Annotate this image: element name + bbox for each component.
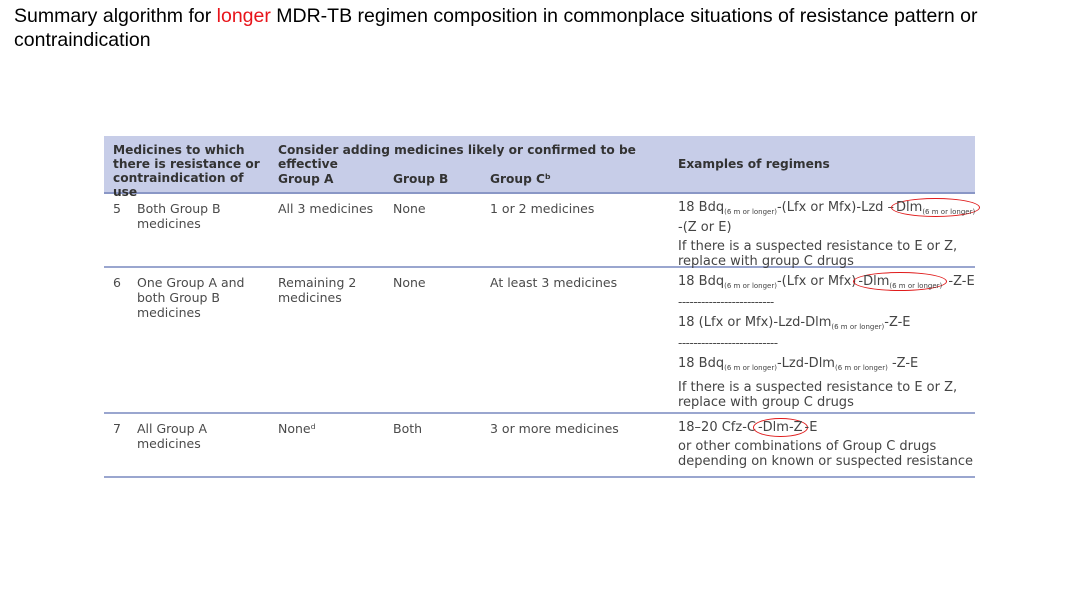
header-group-c: Group Cᵇ <box>490 172 551 186</box>
header-resistance: Medicines to which there is resistance o… <box>113 143 260 199</box>
drug-text: -Z-E <box>944 274 975 289</box>
cell-resistance: All Group A medicines <box>137 421 208 451</box>
regimen-line: 18–20 Cfz-C -Dlm-Z -E <box>678 418 978 437</box>
drug-text: 18 (Lfx or Mfx)-Lzd-Dlm <box>678 315 832 330</box>
regimen-part: -(Z or E) <box>678 220 732 235</box>
cell-num: 6 <box>113 275 121 290</box>
regimen-part: (6 m or longer) <box>834 356 888 372</box>
cell-resistance: Both Group B medicines <box>137 201 221 231</box>
regimen-part: -(Lfx or Mfx)-Lzd – <box>777 200 894 215</box>
drug-text: -Dlm-Z <box>757 420 803 435</box>
table-row: 7 All Group A medicines Noneᵈ Both 3 or more… <box>104 414 975 478</box>
regimen-note: or other combinations of Group C drugs d… <box>678 439 974 469</box>
drug-text: 18 Bdq <box>678 200 725 215</box>
regimen-part: 18 Bdq <box>678 200 724 215</box>
duration-subscript: (6 m or longer) <box>834 364 888 372</box>
regimen-part: (6 m or longer) <box>724 274 777 290</box>
cell-groupB: None <box>393 275 426 290</box>
regimen-part: -Lzd-Dlm <box>777 356 835 371</box>
regimen-part: 18–20 Cfz-C <box>678 420 756 435</box>
drug-text: -(Z or E) <box>678 220 732 235</box>
header-examples: Examples of regimens <box>678 157 830 171</box>
regimen-part: (6 m or longer) <box>831 315 885 331</box>
duration-subscript: (6 m or longer) <box>889 282 943 290</box>
cell-groupC: 3 or more medicines <box>490 421 619 436</box>
separator-line: ------------------------- <box>678 295 774 309</box>
regimen-part: 18 Bdq <box>678 356 724 371</box>
highlighted-drug: -Dlm-Z <box>752 418 808 437</box>
table-header: Medicines to which there is resistance o… <box>104 136 975 199</box>
regimen-table: Medicines to which there is resistance o… <box>104 136 981 478</box>
table-row: 6 One Group A and both Group B medicines R… <box>104 268 975 414</box>
cell-groupB: Both <box>393 421 423 436</box>
regimen-part: 18 (Lfx or Mfx)-Lzd-Dlm <box>678 315 831 330</box>
header-group-a: Group A <box>278 172 334 186</box>
cell-groupB: None <box>393 201 426 216</box>
cell-examples: 18–20 Cfz-C -Dlm-Z -E or other combinations… <box>678 418 978 469</box>
regimen-part: -Z-E <box>944 274 974 289</box>
drug-text: -Dlm <box>858 274 890 289</box>
separator-line: -------------------------- <box>678 336 778 350</box>
cell-resistance: One Group A and both Group B medicines <box>137 275 245 320</box>
slide-title: Summary algorithm for longer MDR-TB regi… <box>14 4 1054 52</box>
regimen-part: -Z-E <box>884 315 910 330</box>
highlighted-drug: Dlm(6 m or longer) <box>891 198 981 217</box>
drug-text: -Z-E <box>884 315 911 330</box>
cell-num: 5 <box>113 201 121 216</box>
header-consider: Consider adding medicines likely or conf… <box>278 143 636 171</box>
title-text: Summary algorithm for <box>14 5 217 27</box>
regimen-note: If there is a suspected resistance to E … <box>678 239 958 269</box>
drug-text: -E <box>804 420 818 435</box>
regimen-part: (6 m or longer) <box>724 200 777 216</box>
duration-subscript: (6 m or longer) <box>724 282 777 290</box>
highlighted-drug: -Dlm(6 m or longer) <box>853 272 948 291</box>
cell-groupC: 1 or 2 medicines <box>490 201 595 216</box>
regimen-part: -(Lfx or Mfx) <box>777 274 856 289</box>
regimen-part: (6 m or longer) <box>724 356 777 372</box>
cell-groupC: At least 3 medicines <box>490 275 618 290</box>
table-row: 5 Both Group B medicines All 3 medicines No… <box>104 194 981 269</box>
cell-num: 7 <box>113 421 121 436</box>
header-group-b: Group B <box>393 172 449 186</box>
drug-text: 18 Bdq <box>678 356 725 371</box>
title-highlight: longer <box>216 5 271 27</box>
drug-text: -Z-E <box>887 356 919 371</box>
cell-groupA: Noneᵈ <box>278 421 316 436</box>
cell-groupA: All 3 medicines <box>278 201 374 216</box>
cell-examples: 18 Bdq(6 m or longer)-(Lfx or Mfx) -Dlm(6… <box>678 272 978 410</box>
regimen-line: 18 Bdq(6 m or longer)-Lzd-Dlm(6 m or lon… <box>678 356 978 376</box>
drug-text: -(Lfx or Mfx)-Lzd – <box>776 200 895 215</box>
drug-text: -(Lfx or Mfx) <box>776 274 857 289</box>
regimen-part: 18 Bdq <box>678 274 724 289</box>
regimen-part: -Z-E <box>888 356 918 371</box>
regimen-line: 18 Bdq(6 m or longer)-(Lfx or Mfx)-Lzd –… <box>678 198 981 235</box>
regimen-line: 18 (Lfx or Mfx)-Lzd-Dlm(6 m or longer)-Z… <box>678 315 978 335</box>
drug-text: 18–20 Cfz-C <box>678 420 756 435</box>
drug-text: -Lzd-Dlm <box>776 356 835 371</box>
regimen-note: If there is a suspected resistance to E … <box>678 380 958 410</box>
duration-subscript: (6 m or longer) <box>724 208 777 216</box>
cell-examples: 18 Bdq(6 m or longer)-(Lfx or Mfx)-Lzd –… <box>678 198 981 269</box>
duration-subscript: (6 m or longer) <box>831 323 885 331</box>
duration-subscript: (6 m or longer) <box>724 364 777 372</box>
regimen-part: -E <box>805 420 818 435</box>
regimen-line: 18 Bdq(6 m or longer)-(Lfx or Mfx) -Dlm(6… <box>678 272 978 294</box>
title-text-rest: MDR-TB regimen composition in commonplac… <box>14 5 978 51</box>
duration-subscript: (6 m or longer) <box>922 208 976 216</box>
cell-groupA: Remaining 2 medicines <box>278 275 357 305</box>
drug-text: 18 Bdq <box>678 274 725 289</box>
drug-text: Dlm <box>896 200 923 215</box>
